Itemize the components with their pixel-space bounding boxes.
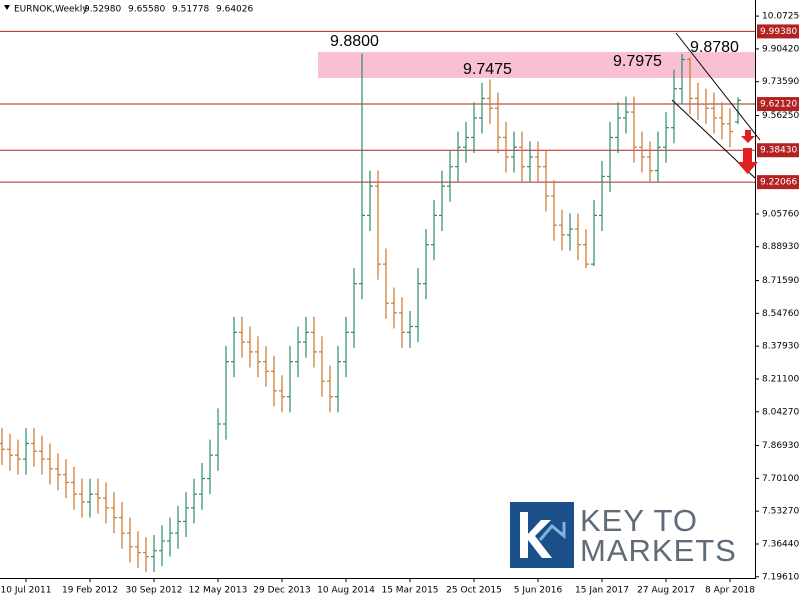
x-tick-label: 10 Aug 2014 bbox=[317, 586, 375, 596]
high-value: 9.65580 bbox=[128, 5, 165, 15]
y-tick-label: 7.19610 bbox=[762, 572, 799, 582]
symbol: EURNOK,Weekly bbox=[14, 5, 88, 15]
y-tick-label: 9.05760 bbox=[762, 209, 799, 219]
y-tick-label: 8.88930 bbox=[762, 242, 799, 252]
x-tick-label: 5 Jun 2016 bbox=[514, 586, 563, 596]
y-tick-label: 8.54760 bbox=[762, 309, 799, 319]
y-tick-label: 7.86930 bbox=[762, 441, 799, 451]
y-tick-label: 8.21100 bbox=[762, 374, 799, 384]
level-label: 9.38430 bbox=[760, 146, 797, 156]
x-tick-label: 8 Apr 2018 bbox=[705, 586, 755, 596]
logo-text: MARKETS bbox=[580, 533, 737, 568]
dropdown-icon bbox=[4, 5, 10, 10]
level-label-box bbox=[757, 97, 799, 112]
logo-line bbox=[538, 522, 566, 541]
close-value: 9.64026 bbox=[216, 5, 253, 15]
y-tick-label: 7.53270 bbox=[762, 507, 799, 517]
x-tick-label: 15 Jan 2017 bbox=[575, 586, 629, 596]
level-label: 9.22066 bbox=[760, 178, 797, 188]
channel-upper bbox=[675, 32, 761, 141]
annotation: 9.8780 bbox=[690, 39, 739, 56]
logo-k bbox=[520, 512, 552, 558]
annotation: 9.7975 bbox=[613, 53, 662, 70]
y-tick-label: 8.04270 bbox=[762, 407, 799, 417]
logo: KEY TO MARKETS bbox=[510, 502, 737, 568]
level-label-box bbox=[757, 143, 799, 158]
y-tick-label: 9.90420 bbox=[762, 44, 799, 54]
x-tick-label: 12 May 2013 bbox=[189, 586, 248, 596]
y-tick-label: 7.70100 bbox=[762, 474, 799, 484]
level-label-box bbox=[757, 175, 799, 190]
y-tick-label: 7.36440 bbox=[762, 540, 799, 550]
x-tick-label: 30 Sep 2012 bbox=[125, 586, 182, 596]
y-tick-label: 8.71590 bbox=[762, 276, 799, 286]
annotation: 9.8800 bbox=[330, 33, 379, 50]
level-label: 9.99380 bbox=[760, 27, 797, 37]
annotation: 9.7475 bbox=[463, 61, 512, 78]
level-label-box bbox=[757, 24, 799, 39]
x-tick-label: 15 Mar 2015 bbox=[381, 586, 438, 596]
x-tick-label: 19 Feb 2012 bbox=[62, 586, 118, 596]
arrow-small bbox=[741, 130, 755, 143]
x-tick-label: 29 Dec 2013 bbox=[253, 586, 311, 596]
y-tick-label: 10.07250 bbox=[762, 12, 800, 22]
y-tick-label: 8.37930 bbox=[762, 342, 799, 352]
x-tick-label: 27 Aug 2017 bbox=[637, 586, 695, 596]
x-tick-label: 10 Jul 2011 bbox=[1, 586, 52, 596]
y-tick-label: 9.56250 bbox=[762, 111, 799, 121]
open-value: 9.52980 bbox=[84, 5, 121, 15]
logo-text: KEY TO bbox=[580, 503, 698, 538]
x-tick-label: 25 Oct 2015 bbox=[446, 586, 502, 596]
y-tick-label: 9.73590 bbox=[762, 77, 799, 87]
arrow-large bbox=[737, 148, 758, 174]
plot-area bbox=[0, 30, 755, 573]
level-label: 9.62120 bbox=[760, 100, 797, 110]
low-value: 9.51778 bbox=[172, 5, 209, 15]
